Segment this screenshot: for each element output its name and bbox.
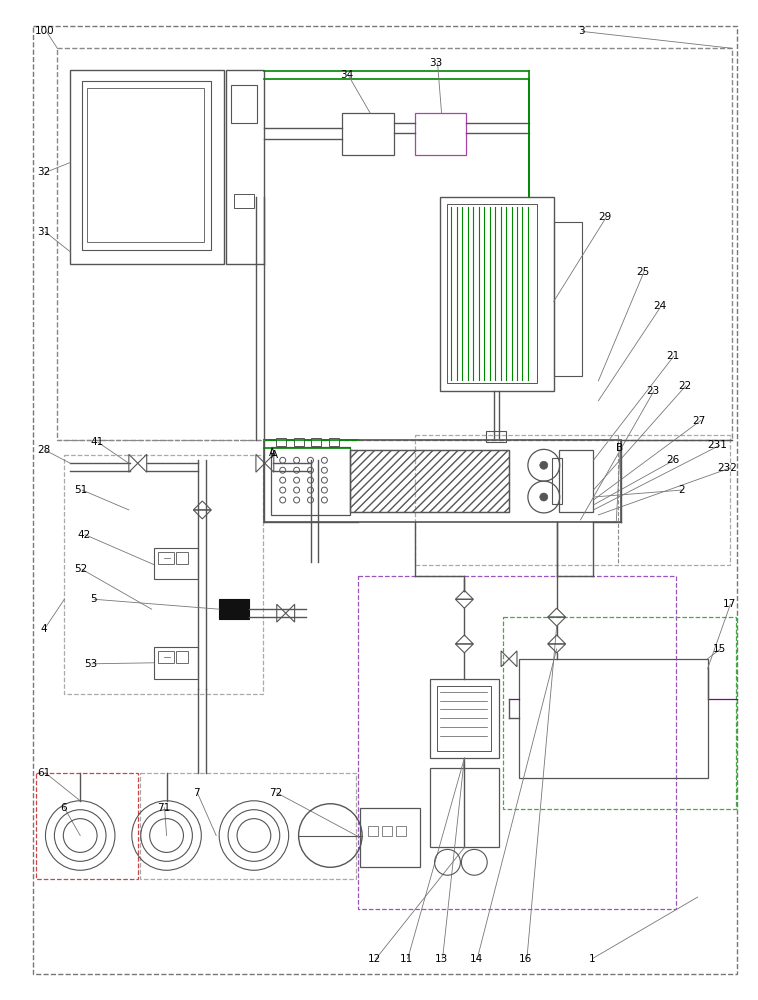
Bar [343,113,394,155]
Bar [58,48,732,440]
Bar [430,768,499,847]
Bar [82,81,211,250]
Text: A: A [271,450,278,460]
Text: B: B [616,443,623,453]
Bar [350,450,509,512]
Text: A: A [269,448,275,458]
Bar [276,438,286,446]
Text: 53: 53 [84,659,98,669]
Text: 32: 32 [38,167,51,177]
Text: 29: 29 [598,212,612,222]
Bar [177,552,189,564]
Circle shape [540,461,548,469]
Text: 6: 6 [61,803,67,813]
Bar [154,548,199,579]
Text: 25: 25 [636,267,650,277]
Text: 7: 7 [193,788,200,798]
Text: 52: 52 [74,564,87,574]
Text: 41: 41 [90,437,103,447]
Text: 31: 31 [38,227,51,237]
Text: 4: 4 [40,624,47,634]
Text: 22: 22 [678,381,691,391]
Bar [87,88,205,242]
Bar [368,826,378,836]
Circle shape [540,493,548,501]
Bar [264,440,622,522]
Bar [234,194,254,208]
Text: 23: 23 [646,386,659,396]
Text: 33: 33 [430,58,443,68]
Bar [312,438,321,446]
Text: 42: 42 [77,530,90,540]
Bar [396,826,406,836]
Bar [447,204,537,383]
Text: 61: 61 [38,768,51,778]
Text: 1: 1 [588,954,595,964]
Bar [293,438,303,446]
Bar [70,70,224,264]
Text: 21: 21 [666,351,679,361]
Bar [36,773,138,879]
Bar [552,458,562,504]
Bar [350,450,509,512]
Bar [437,686,491,751]
Text: 231: 231 [707,440,728,450]
Text: 3: 3 [578,26,585,36]
Text: 17: 17 [722,599,736,609]
Text: 232: 232 [718,463,738,473]
Bar [271,447,350,515]
Bar [360,808,420,867]
Bar [154,647,199,679]
Text: 16: 16 [519,954,532,964]
Bar [226,70,264,264]
Bar [553,222,581,376]
Text: 28: 28 [38,445,51,455]
Text: 27: 27 [693,416,706,426]
Bar [231,85,257,123]
Text: 12: 12 [368,954,381,964]
Text: 15: 15 [713,644,726,654]
Bar [415,113,466,155]
Bar [415,435,731,565]
Text: 72: 72 [269,788,282,798]
Text: 11: 11 [400,954,413,964]
Text: 5: 5 [90,594,97,604]
Bar [430,679,499,758]
Bar [486,431,506,442]
Text: 26: 26 [666,455,679,465]
Text: 24: 24 [653,301,666,311]
Bar [559,450,594,512]
Bar [158,651,174,663]
Text: 34: 34 [340,70,353,80]
Bar [382,826,392,836]
Text: 100: 100 [35,26,54,36]
Text: 51: 51 [74,485,87,495]
Text: 2: 2 [678,485,684,495]
Bar [519,659,707,778]
Bar [177,651,189,663]
Bar [158,552,174,564]
Bar [139,773,356,879]
Text: 14: 14 [469,954,483,964]
Bar [358,576,676,909]
Text: 13: 13 [434,954,448,964]
Text: 71: 71 [157,803,170,813]
Bar [440,197,553,391]
Bar [503,617,736,809]
Bar [64,455,263,694]
Bar [219,599,249,619]
Bar [330,438,340,446]
